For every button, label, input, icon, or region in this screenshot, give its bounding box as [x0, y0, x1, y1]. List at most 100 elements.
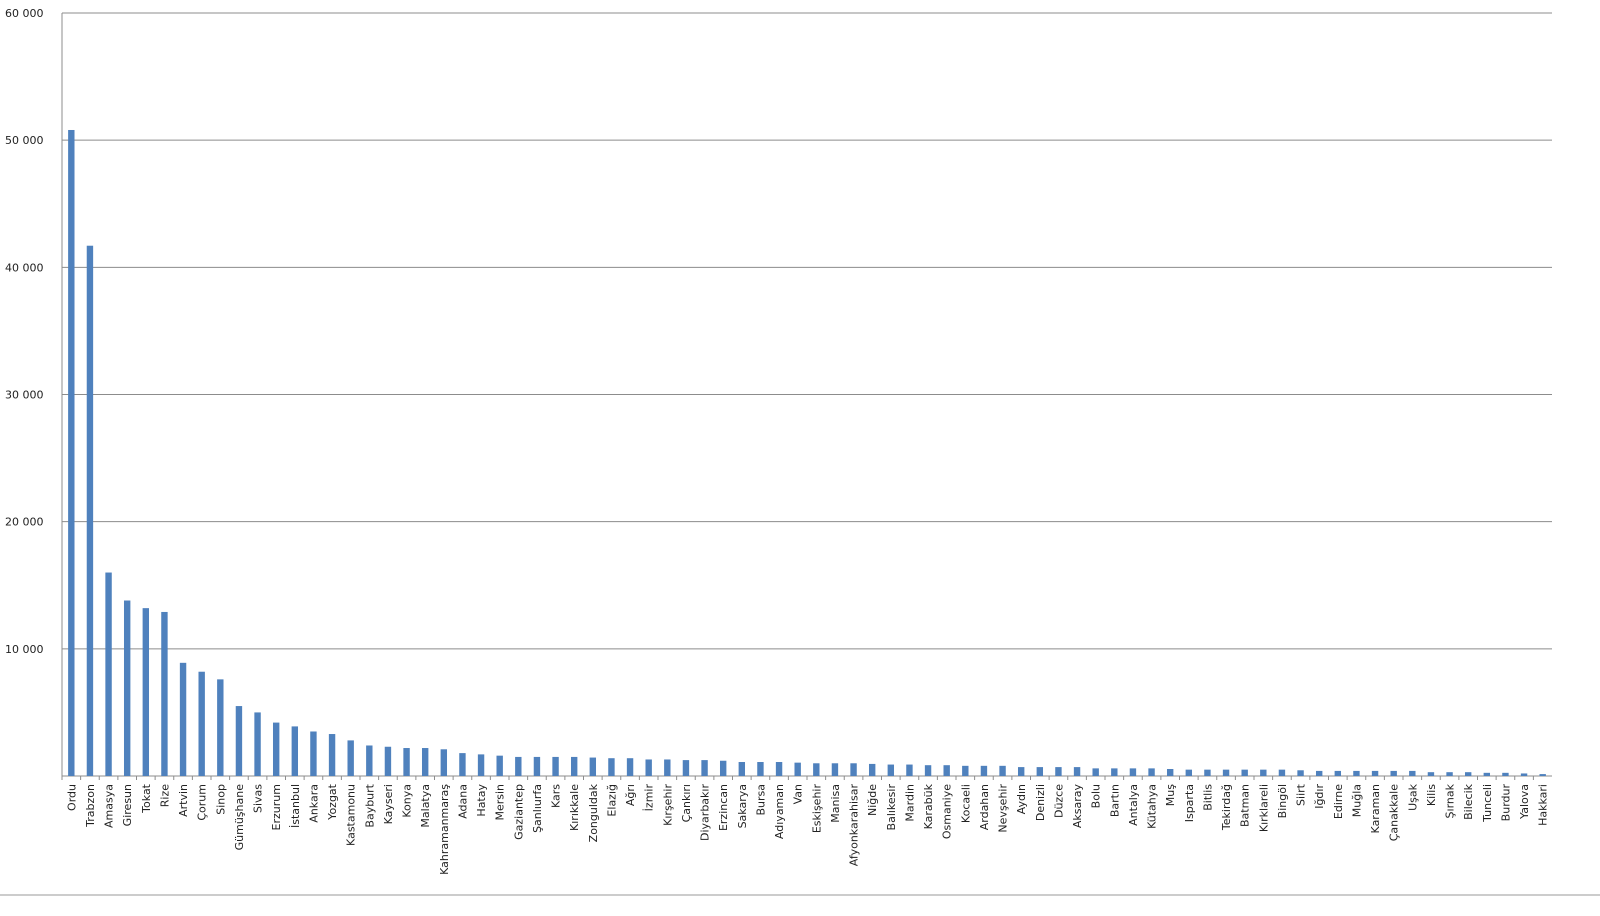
y-tick-label: 30 000 — [5, 389, 44, 402]
x-tick-label: Trabzon — [84, 784, 97, 828]
x-tick-label: Osmaniye — [941, 784, 954, 839]
bar — [105, 572, 112, 776]
bar — [775, 762, 783, 776]
bar — [1092, 768, 1099, 776]
x-tick-label: Adana — [456, 784, 469, 819]
bar — [1017, 767, 1025, 776]
x-tick-label: Erzincan — [717, 784, 730, 831]
x-tick-label: Isparta — [1183, 784, 1196, 822]
x-tick-label: Bitlis — [1201, 784, 1214, 811]
bar — [1241, 769, 1248, 776]
bar — [1166, 769, 1174, 776]
bar — [1409, 770, 1416, 776]
bar — [366, 745, 373, 776]
bar — [161, 611, 168, 776]
bar — [1036, 767, 1044, 776]
x-tick-label: Çankırı — [680, 784, 693, 822]
bar — [980, 765, 988, 776]
x-tick-label: Sakarya — [736, 784, 749, 828]
bar — [962, 765, 969, 776]
bar — [142, 608, 150, 776]
bar — [645, 759, 652, 776]
x-tick-label: Aksaray — [1071, 784, 1084, 829]
x-tick-label: Diyarbakır — [699, 784, 712, 841]
x-tick-label: Amasya — [103, 784, 116, 828]
bar — [1185, 769, 1193, 776]
bar — [757, 762, 764, 776]
bar — [1111, 768, 1118, 776]
bar — [459, 753, 466, 776]
x-tick-label: Ağrı — [624, 784, 637, 806]
x-tick-label: Mardin — [903, 784, 916, 822]
bar — [719, 760, 727, 776]
bar — [179, 662, 187, 776]
x-tick-label: Burdur — [1499, 784, 1512, 822]
x-tick-label: Malatya — [419, 784, 432, 828]
x-tick-label: Bursa — [754, 784, 767, 816]
bar — [1334, 770, 1342, 776]
bar — [738, 762, 746, 776]
x-tick-label: Bayburt — [363, 783, 376, 827]
bar — [1464, 772, 1472, 776]
bar — [999, 765, 1006, 776]
x-tick-label: Niğde — [866, 784, 879, 816]
bar — [626, 758, 634, 776]
x-tick-label: Uşak — [1406, 783, 1419, 811]
x-tick-label: Elazığ — [605, 784, 618, 817]
bar — [1371, 770, 1379, 776]
bar — [421, 748, 429, 776]
bar — [440, 749, 448, 776]
x-tick-label: Eskişehir — [810, 784, 823, 834]
x-tick-label: Tekirdağ — [1220, 784, 1233, 831]
bar — [1520, 773, 1528, 776]
x-tick-label: Manisa — [829, 784, 842, 823]
bar — [1055, 767, 1062, 776]
x-tick-label: Hatay — [475, 784, 488, 817]
x-tick-label: Kocaeli — [959, 784, 972, 823]
bar — [310, 731, 317, 776]
x-tick-label: Düzce — [1052, 784, 1065, 818]
x-tick-label: Sivas — [252, 784, 265, 813]
bar — [831, 763, 839, 776]
x-tick-label: Zonguldak — [587, 783, 600, 842]
x-tick-label: Hakkari — [1537, 784, 1550, 826]
bar — [1427, 772, 1435, 776]
x-tick-label: Şırnak — [1444, 783, 1457, 818]
bar — [403, 748, 410, 776]
bar — [906, 764, 913, 776]
bar — [701, 760, 708, 776]
bar — [887, 764, 895, 776]
bar — [198, 671, 205, 776]
bar — [217, 679, 224, 776]
x-tick-label: Denizli — [1034, 784, 1047, 821]
x-tick-label: İstanbul — [289, 784, 302, 828]
x-tick-label: Ardahan — [978, 784, 991, 830]
x-tick-label: Kırşehir — [661, 784, 674, 826]
x-tick-label: Tunceli — [1481, 784, 1494, 823]
bar — [496, 755, 503, 776]
bar — [272, 722, 280, 776]
bar — [533, 756, 541, 776]
x-tick-label: Kastamonu — [345, 784, 358, 846]
x-tick-label: Karaman — [1369, 784, 1382, 833]
x-tick-label: Kilis — [1425, 784, 1438, 806]
bar — [384, 746, 392, 776]
x-tick-label: Yalova — [1518, 784, 1531, 820]
bar — [254, 712, 261, 776]
x-tick-label: Kırıkkale — [568, 784, 581, 831]
x-tick-label: Iğdır — [1313, 784, 1326, 809]
x-tick-label: Siirt — [1295, 783, 1308, 806]
x-tick-label: Bolu — [1090, 784, 1103, 808]
bar — [86, 245, 94, 777]
bar — [1483, 772, 1491, 776]
x-tick-label: Gümüşhane — [233, 784, 246, 851]
x-tick-label: Nevşehir — [997, 784, 1010, 833]
bar — [1260, 769, 1267, 776]
y-tick-label: 60 000 — [5, 7, 44, 20]
x-tick-label: Aydın — [1015, 784, 1028, 814]
x-tick-label: Bartın — [1108, 784, 1121, 817]
bar — [1297, 770, 1304, 776]
x-tick-label: Afyonkarahisar — [848, 784, 861, 867]
x-tick-label: Konya — [401, 784, 414, 818]
